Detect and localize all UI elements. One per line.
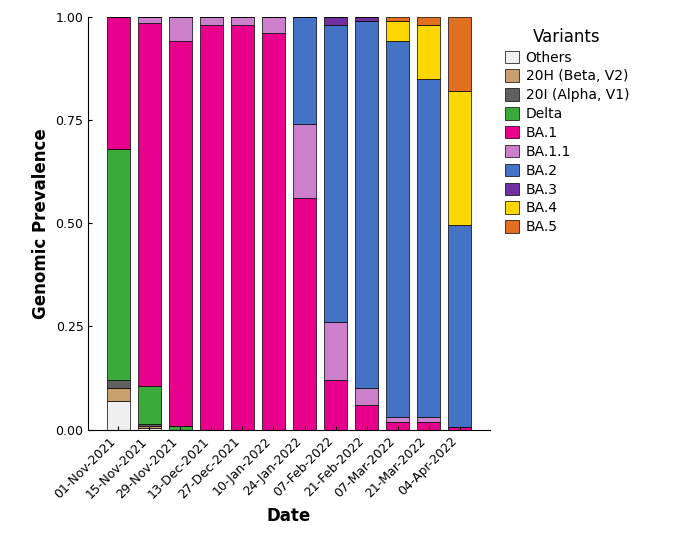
Bar [417, 422, 441, 430]
Bar [107, 380, 130, 388]
X-axis label: Date: Date [267, 506, 311, 525]
Bar [262, 17, 285, 33]
Bar [107, 388, 130, 401]
Bar [324, 25, 347, 322]
Bar [355, 20, 378, 388]
Bar [231, 25, 254, 430]
Bar [448, 90, 471, 225]
Bar [137, 23, 161, 386]
Bar [386, 20, 409, 41]
Bar [448, 17, 471, 90]
Bar [200, 17, 223, 25]
Bar [324, 322, 347, 380]
Bar [200, 25, 223, 430]
Bar [169, 17, 192, 41]
Bar [107, 401, 130, 430]
Bar [137, 424, 161, 425]
Bar [137, 386, 161, 424]
Bar [417, 79, 441, 418]
Legend: Others, 20H (Beta, V2), 20I (Alpha, V1), Delta, BA.1, BA.1.1, BA.2, BA.3, BA.4, : Others, 20H (Beta, V2), 20I (Alpha, V1),… [500, 24, 633, 239]
Bar [231, 17, 254, 25]
Bar [386, 422, 409, 430]
Y-axis label: Genomic Prevalence: Genomic Prevalence [32, 128, 50, 318]
Bar [169, 426, 192, 430]
Bar [324, 17, 347, 25]
Bar [448, 225, 471, 427]
Bar [355, 405, 378, 430]
Bar [293, 17, 316, 124]
Bar [262, 33, 285, 430]
Bar [355, 17, 378, 20]
Bar [137, 426, 161, 428]
Bar [137, 17, 161, 23]
Bar [355, 388, 378, 405]
Bar [448, 427, 471, 430]
Bar [107, 149, 130, 380]
Bar [417, 25, 441, 78]
Bar [417, 17, 441, 25]
Bar [386, 418, 409, 422]
Bar [293, 198, 316, 430]
Bar [169, 41, 192, 425]
Bar [137, 428, 161, 430]
Bar [417, 418, 441, 422]
Bar [386, 17, 409, 20]
Bar [324, 380, 347, 430]
Bar [386, 41, 409, 418]
Bar [293, 124, 316, 198]
Bar [107, 17, 130, 149]
